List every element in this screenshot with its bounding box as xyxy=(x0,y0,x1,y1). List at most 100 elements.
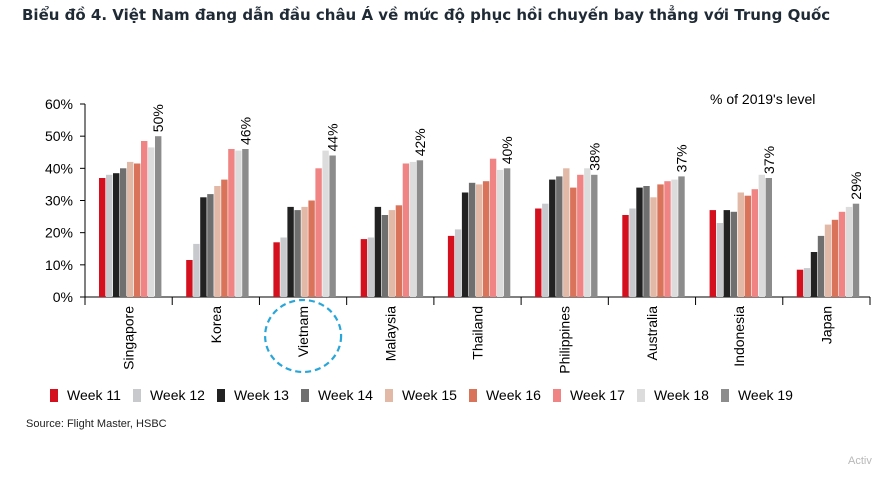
bar xyxy=(570,187,577,297)
annotation-label: 50% xyxy=(150,104,166,132)
bar xyxy=(489,158,497,297)
y-tick-label: 20% xyxy=(45,225,73,241)
bar xyxy=(549,179,556,297)
highlight xyxy=(264,298,343,374)
bar xyxy=(831,219,839,297)
bar xyxy=(664,181,671,297)
bar xyxy=(99,178,106,297)
y-tick-label: 50% xyxy=(45,128,73,144)
bar xyxy=(709,210,716,297)
x-tick-label: Indonesia xyxy=(731,306,747,367)
bar xyxy=(824,224,832,297)
bar xyxy=(475,184,483,297)
bar xyxy=(409,161,417,297)
annotation-label: 40% xyxy=(499,136,515,164)
bar xyxy=(148,147,155,297)
legend-swatch xyxy=(216,388,225,402)
bar xyxy=(730,211,737,297)
legend-item: Week 16 xyxy=(468,387,541,403)
x-tick-label: Thailand xyxy=(470,306,486,360)
source-note: Source: Flight Master, HSBC xyxy=(26,418,167,430)
bar xyxy=(454,229,462,297)
bar xyxy=(141,141,148,297)
y-axis: 0% 10% 20% 30% 40% 50% 60% xyxy=(45,96,86,305)
x-tick-label: Malaysia xyxy=(382,306,398,361)
bar xyxy=(657,184,664,297)
y-tick-label: 60% xyxy=(45,96,73,112)
x-tick-label: Japan xyxy=(818,306,834,344)
bar xyxy=(716,223,723,297)
bar xyxy=(796,269,804,297)
x-tick-label: Philippines xyxy=(557,306,573,374)
bar xyxy=(636,187,643,297)
bar xyxy=(221,179,228,297)
legend-swatch xyxy=(468,388,477,402)
bar xyxy=(186,260,193,297)
bar xyxy=(402,163,410,297)
bar xyxy=(367,237,375,297)
legend-swatch xyxy=(50,388,58,402)
legend-item: Week 14 xyxy=(300,387,373,403)
unit-note: % of 2019's level xyxy=(710,91,815,107)
bar xyxy=(308,200,315,297)
bar xyxy=(301,206,308,297)
annotation-label: 38% xyxy=(586,143,602,171)
bar xyxy=(134,163,141,297)
annotation-label: 46% xyxy=(237,117,253,145)
bar xyxy=(447,235,455,297)
x-tick-label: Singapore xyxy=(121,306,137,370)
annotation-label: 44% xyxy=(325,123,341,151)
bar xyxy=(113,173,120,297)
legend-swatch xyxy=(552,388,561,402)
bar xyxy=(374,206,382,297)
bar xyxy=(280,237,287,297)
bar xyxy=(671,179,678,297)
legend-item: Week 19 xyxy=(720,387,793,403)
bar xyxy=(200,197,207,297)
x-tick-label: Australia xyxy=(644,306,660,361)
bar xyxy=(852,203,860,297)
bar xyxy=(591,174,598,297)
bar xyxy=(273,242,280,297)
bar xyxy=(106,174,113,297)
bar xyxy=(395,205,403,297)
bar xyxy=(584,168,591,297)
bar xyxy=(315,168,322,297)
annotations: 50% 46% 44% 42% 40% 38% 37% 37% 29% xyxy=(150,104,864,200)
bar xyxy=(287,206,294,297)
bar xyxy=(329,155,336,297)
bar xyxy=(360,239,368,297)
bar xyxy=(765,178,772,297)
annotation-label: 37% xyxy=(674,144,690,172)
legend-item: Week 18 xyxy=(636,387,709,403)
bar xyxy=(381,215,389,297)
legend-label: Week 13 xyxy=(233,387,289,403)
legend-label: Week 18 xyxy=(653,387,709,403)
bar xyxy=(155,136,162,297)
legend-label: Week 15 xyxy=(401,387,457,403)
y-tick-label: 40% xyxy=(45,160,73,176)
page-title: Biểu đồ 4. Việt Nam đang dẫn đầu châu Á … xyxy=(22,6,831,24)
legend-item: Week 12 xyxy=(132,387,205,403)
bar xyxy=(294,210,301,297)
bar xyxy=(723,210,730,297)
bar xyxy=(482,181,490,297)
bar xyxy=(542,203,549,297)
legend-swatch xyxy=(300,388,309,402)
corner-text: Activ xyxy=(848,455,872,467)
bar xyxy=(629,208,636,297)
y-tick-label: 10% xyxy=(45,257,73,273)
bar xyxy=(650,197,657,297)
legend-label: Week 14 xyxy=(317,387,373,403)
bar xyxy=(556,176,563,297)
bar xyxy=(127,161,134,297)
bar xyxy=(577,174,584,297)
bar xyxy=(845,206,853,297)
bar xyxy=(678,176,685,297)
annotation-label: 29% xyxy=(848,172,864,200)
bar xyxy=(737,192,744,297)
legend-label: Week 12 xyxy=(149,387,205,403)
bar xyxy=(120,168,127,297)
legend-label: Week 19 xyxy=(737,387,793,403)
legend-swatch xyxy=(720,388,729,402)
